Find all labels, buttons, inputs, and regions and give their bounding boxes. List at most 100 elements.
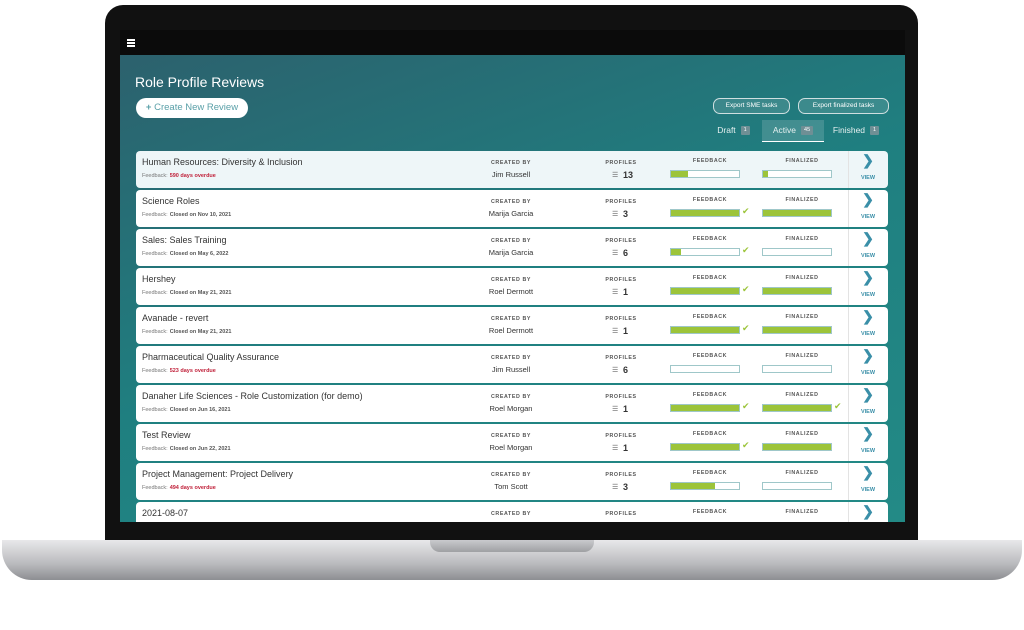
created-by-label: CREATED BY — [490, 160, 532, 166]
separator — [848, 151, 849, 188]
review-row[interactable]: Hershey Feedback: Closed on May 21, 2021 CR… — [136, 268, 888, 305]
feedback-label: FEEDBACK — [692, 392, 728, 398]
status-text: Closed on Jun 16, 2021 — [169, 407, 231, 413]
feedback-label: FEEDBACK — [692, 509, 728, 515]
separator — [848, 385, 849, 422]
feedback-label: FEEDBACK — [692, 353, 728, 359]
view-arrow[interactable]: ❯ — [862, 347, 874, 363]
view-label[interactable]: VIEW — [860, 292, 876, 298]
review-row[interactable]: Danaher Life Sciences - Role Customizati… — [136, 385, 888, 422]
export-button[interactable]: Export finalized tasks — [798, 98, 889, 114]
finalized-label: FINALIZED — [785, 431, 819, 437]
profile-count: 1 — [623, 287, 629, 297]
tab-count: 1 — [870, 126, 880, 136]
check-icon: ✔ — [742, 323, 750, 333]
feedback-bar — [670, 209, 740, 217]
profiles-label: PROFILES — [605, 394, 637, 400]
list-icon: ☰ — [612, 484, 619, 491]
feedback-bar — [670, 326, 740, 334]
laptop-notch — [430, 540, 594, 552]
review-row[interactable]: Test Review Feedback: Closed on Jun 22, 20… — [136, 424, 888, 461]
view-label[interactable]: VIEW — [860, 253, 876, 259]
status-prefix: Feedback: — [142, 173, 168, 179]
review-title: Science Roles — [142, 196, 200, 206]
created-by: Jim Russell — [491, 365, 531, 374]
view-label[interactable]: VIEW — [860, 214, 876, 220]
finalized-bar — [762, 365, 832, 373]
finalized-bar — [762, 326, 832, 334]
created-by: Jim Russell — [491, 170, 531, 179]
export-label: Export SME tasks — [725, 102, 778, 109]
review-status: Feedback: Closed on Nov 10, 2021 — [142, 212, 231, 218]
created-by-label: CREATED BY — [490, 511, 532, 517]
finalized-bar — [762, 209, 832, 217]
review-row[interactable]: 2021-08-07 CREATED BY PROFILES FEEDBACK FINA… — [136, 502, 888, 522]
review-row[interactable]: Sales: Sales Training Feedback: Closed on … — [136, 229, 888, 266]
status-text: Closed on Nov 10, 2021 — [169, 212, 232, 218]
review-row[interactable]: Human Resources: Diversity & Inclusion Fe… — [136, 151, 888, 188]
view-label[interactable]: VIEW — [860, 331, 876, 337]
view-label[interactable]: VIEW — [860, 370, 876, 376]
review-title: Hershey — [142, 274, 176, 284]
finalized-label: FINALIZED — [785, 197, 819, 203]
finalized-label: FINALIZED — [785, 314, 819, 320]
view-arrow[interactable]: ❯ — [862, 503, 874, 519]
feedback-label: FEEDBACK — [692, 236, 728, 242]
separator — [848, 190, 849, 227]
tab[interactable]: Active 45 — [762, 120, 824, 142]
view-arrow[interactable]: ❯ — [862, 230, 874, 246]
view-arrow[interactable]: ❯ — [862, 425, 874, 441]
review-status: Feedback: Closed on Jun 16, 2021 — [142, 407, 231, 413]
separator — [848, 424, 849, 461]
create-label: Create New Review — [154, 102, 239, 113]
tab[interactable]: Draft 1 — [711, 120, 756, 141]
review-row[interactable]: Avanade - revert Feedback: Closed on May 2… — [136, 307, 888, 344]
review-row[interactable]: Science Roles Feedback: Closed on Nov 10, … — [136, 190, 888, 227]
created-by: Marija Garcia — [488, 209, 534, 218]
feedback-fill — [671, 288, 739, 294]
review-row[interactable]: Pharmaceutical Quality Assurance Feedback… — [136, 346, 888, 383]
review-row[interactable]: Project Management: Project Delivery Feed… — [136, 463, 888, 500]
review-status: Feedback: 590 days overdue — [142, 173, 216, 179]
view-arrow[interactable]: ❯ — [862, 191, 874, 207]
check-icon: ✔ — [742, 245, 750, 255]
view-arrow[interactable]: ❯ — [862, 464, 874, 480]
review-title: Project Management: Project Delivery — [142, 469, 294, 479]
finalized-bar — [762, 170, 832, 178]
tab-count: 45 — [801, 126, 814, 136]
feedback-label: FEEDBACK — [692, 197, 728, 203]
review-status: Feedback: 523 days overdue — [142, 368, 216, 374]
status-prefix: Feedback: — [142, 446, 168, 452]
profiles-label: PROFILES — [605, 433, 637, 439]
review-title: Test Review — [142, 430, 191, 440]
menu-icon[interactable] — [127, 39, 135, 41]
status-prefix: Feedback: — [142, 251, 168, 257]
created-by: Roel Morgan — [489, 443, 533, 452]
export-button[interactable]: Export SME tasks — [713, 98, 790, 114]
profiles-label: PROFILES — [605, 511, 637, 517]
finalized-bar — [762, 482, 832, 490]
view-label[interactable]: VIEW — [860, 448, 876, 454]
created-by-label: CREATED BY — [490, 472, 532, 478]
review-title: Danaher Life Sciences - Role Customizati… — [142, 391, 363, 401]
view-label[interactable]: VIEW — [860, 409, 876, 415]
create-button[interactable]: + Create New Review — [136, 98, 248, 118]
finalized-fill — [763, 327, 831, 333]
profiles-label: PROFILES — [605, 472, 637, 478]
profile-count: 3 — [623, 482, 629, 492]
view-label[interactable]: VIEW — [860, 175, 876, 181]
profile-count: 6 — [623, 365, 629, 375]
view-arrow[interactable]: ❯ — [862, 308, 874, 324]
tab-label: Active — [772, 125, 797, 135]
separator — [848, 268, 849, 305]
review-title: Sales: Sales Training — [142, 235, 227, 245]
status-text: Closed on May 21, 2021 — [169, 329, 232, 335]
list-icon: ☰ — [612, 445, 619, 452]
finalized-bar — [762, 443, 832, 451]
view-arrow[interactable]: ❯ — [862, 269, 874, 285]
view-arrow[interactable]: ❯ — [862, 386, 874, 402]
view-arrow[interactable]: ❯ — [862, 152, 874, 168]
tab[interactable]: Finished 1 — [825, 120, 887, 141]
list-icon: ☰ — [612, 367, 619, 374]
view-label[interactable]: VIEW — [860, 487, 876, 493]
